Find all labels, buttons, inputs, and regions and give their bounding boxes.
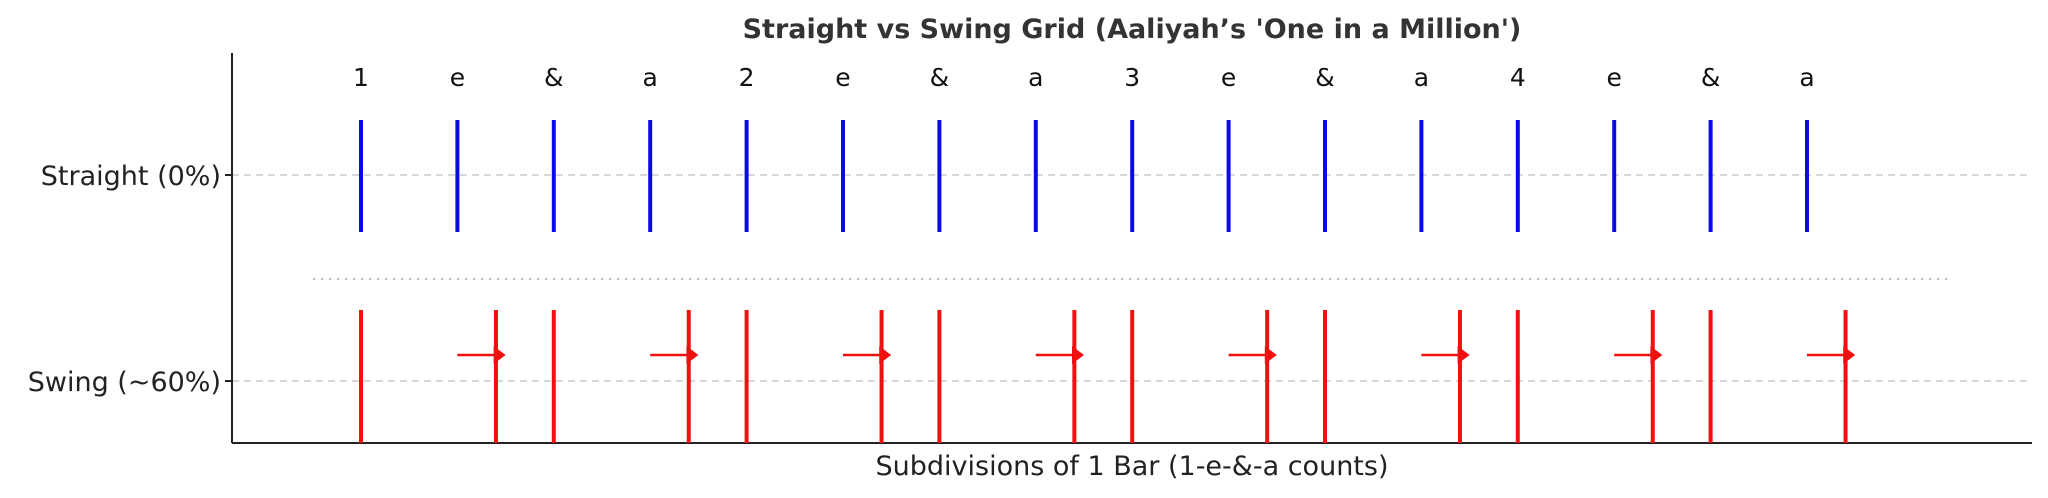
swing-shift-arrowhead (1072, 346, 1084, 364)
swing-onsets (359, 310, 1856, 443)
swing-shift-arrowhead (879, 346, 892, 364)
count-label: e (835, 63, 850, 92)
count-label: a (1799, 63, 1814, 92)
count-labels: 1 e & a 2 e & a 3 e & a 4 e & a (353, 63, 1815, 92)
count-label: & (930, 63, 950, 92)
swing-shift-arrowhead (493, 346, 506, 364)
swing-shift-arrowhead (1650, 346, 1663, 364)
count-label: a (1028, 63, 1043, 92)
straight-onsets (359, 120, 1809, 232)
y-tick-label-straight: Straight (0%) (41, 161, 221, 192)
x-axis-label: Subdivisions of 1 Bar (1-e-&-a counts) (876, 451, 1389, 482)
count-label: 3 (1124, 63, 1140, 92)
count-label: a (1414, 63, 1429, 92)
count-label: 1 (353, 63, 369, 92)
count-label: 4 (1510, 63, 1526, 92)
count-label: & (544, 63, 564, 92)
count-label: & (1701, 63, 1721, 92)
swing-shift-arrowhead (686, 346, 699, 364)
count-label: 2 (739, 63, 755, 92)
y-tick-label-swing: Swing (~60%) (28, 367, 221, 398)
chart-title: Straight vs Swing Grid (Aaliyah’s 'One i… (743, 14, 1522, 45)
count-label: e (1221, 63, 1236, 92)
swing-shift-arrowhead (1457, 346, 1470, 364)
count-label: a (643, 63, 658, 92)
count-label: & (1315, 63, 1335, 92)
count-label: e (450, 63, 465, 92)
swing-shift-arrowhead (1843, 346, 1856, 364)
count-label: e (1607, 63, 1622, 92)
swing-shift-arrowhead (1264, 346, 1277, 364)
